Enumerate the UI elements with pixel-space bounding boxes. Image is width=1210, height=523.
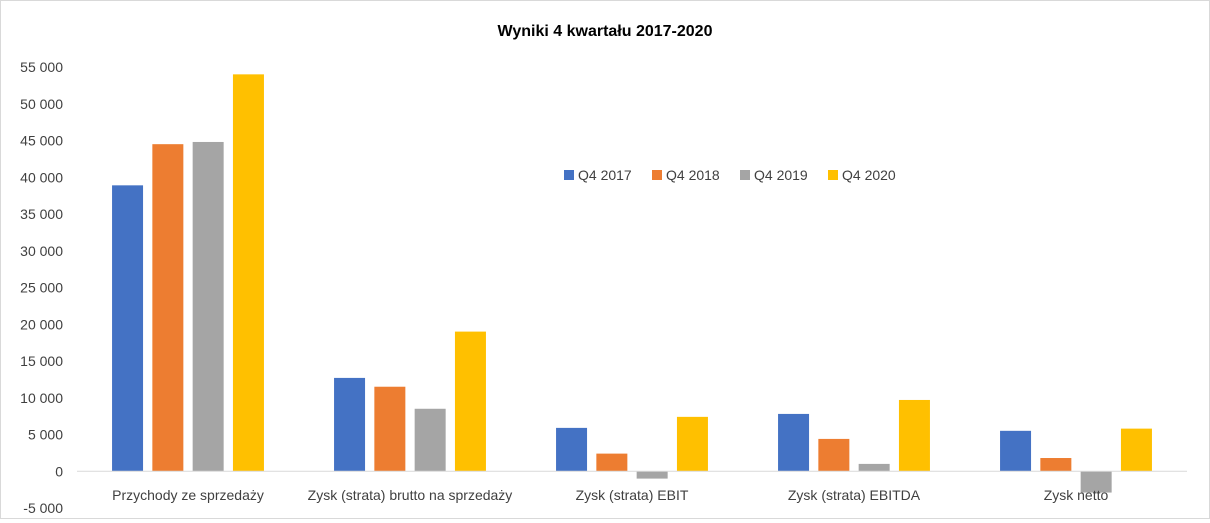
category-label: Zysk (strata) EBITDA (788, 487, 921, 503)
bar-q4-2020-cat-1 (454, 331, 486, 472)
legend: Q4 2017 Q4 2018 Q4 2019 Q4 2020 (564, 167, 896, 183)
category-label: Zysk netto (1044, 487, 1109, 503)
bar-q4-2020-cat-0 (232, 74, 264, 472)
bar-q4-2019-cat-4 (1080, 471, 1112, 493)
bar-q4-2019-cat-2 (636, 471, 668, 479)
bar-q4-2020-cat-2 (676, 416, 708, 472)
category-label: Zysk (strata) brutto na sprzedaży (308, 487, 513, 503)
y-axis: -5 000 0 5 000 10 000 15 000 20 000 25 000 30 0… (20, 59, 63, 516)
bar-q4-2018-cat-4 (1040, 458, 1072, 472)
legend-item: Q4 2018 (652, 167, 720, 183)
chart-title: Wyniki 4 kwartału 2017-2020 (498, 23, 713, 40)
bar-q4-2020-cat-4 (1120, 428, 1152, 472)
category-label: Przychody ze sprzedaży (112, 487, 264, 503)
y-tick-label: 45 000 (20, 133, 63, 149)
bar-q4-2018-cat-2 (596, 453, 628, 472)
y-tick-label: 10 000 (20, 390, 63, 406)
y-tick-label: -5 000 (23, 500, 63, 516)
bar-q4-2019-cat-1 (414, 408, 446, 472)
y-tick-label: 5 000 (28, 427, 63, 443)
legend-swatch (564, 170, 574, 180)
y-tick-label: 30 000 (20, 243, 63, 259)
bar-q4-2017-cat-1 (334, 377, 366, 472)
bar-q4-2017-cat-3 (778, 413, 810, 472)
y-tick-label: 35 000 (20, 206, 63, 222)
legend-label: Q4 2019 (754, 167, 808, 183)
bar-q4-2019-cat-3 (858, 463, 890, 472)
bars (112, 74, 1152, 493)
legend-label: Q4 2020 (842, 167, 896, 183)
y-tick-label: 20 000 (20, 316, 63, 332)
bar-q4-2017-cat-2 (556, 427, 588, 472)
y-tick-label: 40 000 (20, 169, 63, 185)
y-tick-label: 0 (55, 463, 63, 479)
bar-q4-2019-cat-0 (192, 141, 224, 472)
y-tick-label: 25 000 (20, 280, 63, 296)
legend-label: Q4 2018 (666, 167, 720, 183)
category-label: Zysk (strata) EBIT (576, 487, 689, 503)
bar-q4-2018-cat-3 (818, 438, 850, 472)
legend-swatch (828, 170, 838, 180)
bar-q4-2017-cat-4 (1000, 430, 1032, 472)
legend-item: Q4 2019 (740, 167, 808, 183)
bar-q4-2020-cat-3 (898, 399, 930, 472)
x-axis: Przychody ze sprzedaży Zysk (strata) brut… (112, 487, 1108, 503)
y-tick-label: 55 000 (20, 59, 63, 75)
bar-q4-2018-cat-1 (374, 386, 406, 472)
legend-label: Q4 2017 (578, 167, 632, 183)
legend-swatch (652, 170, 662, 180)
y-tick-label: 15 000 (20, 353, 63, 369)
legend-swatch (740, 170, 750, 180)
legend-item: Q4 2017 (564, 167, 632, 183)
bar-q4-2018-cat-0 (152, 144, 184, 472)
legend-item: Q4 2020 (828, 167, 896, 183)
y-tick-label: 50 000 (20, 96, 63, 112)
bar-q4-2017-cat-0 (112, 185, 144, 472)
